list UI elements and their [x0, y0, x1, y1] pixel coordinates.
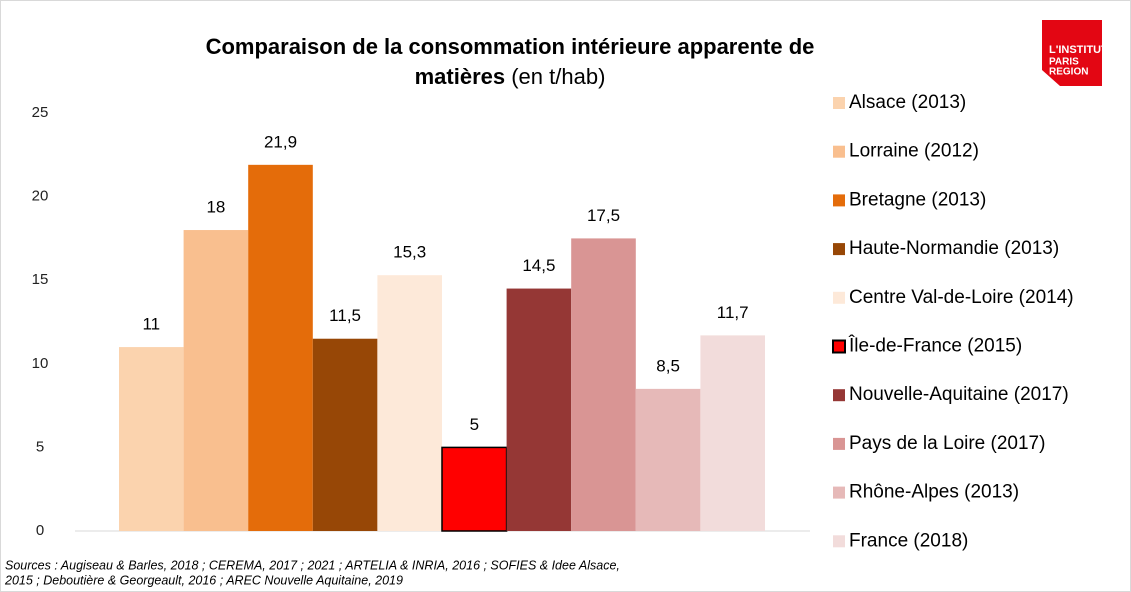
bar: [183, 230, 249, 532]
legend-swatch: [833, 145, 845, 158]
legend-label: Pays de la Loire (2017): [849, 433, 1045, 454]
y-tick-label: 10: [32, 355, 49, 372]
y-tick-label: 15: [32, 271, 49, 288]
legend-label: Rhône-Alpes (2013): [849, 482, 1019, 503]
chart-title-line2: matières (en t/hab): [415, 64, 606, 89]
legend-swatch: [833, 243, 845, 256]
data-label: 5: [470, 415, 479, 434]
legend-label: Haute-Normandie (2013): [849, 238, 1059, 259]
source: Sources : Augiseau & Barles, 2018 ; CERE…: [5, 558, 620, 572]
logo: [1042, 20, 1102, 86]
legend-swatch: [833, 535, 845, 548]
data-label: 11,7: [717, 303, 749, 322]
data-label: 15,3: [393, 243, 426, 262]
data-label: 17,5: [587, 206, 620, 225]
y-tick-label: 5: [36, 438, 44, 455]
bar: [700, 335, 765, 531]
chart-title: matières: [415, 64, 506, 89]
legend-label: Bretagne (2013): [849, 189, 986, 210]
y-tick-label: 20: [32, 188, 49, 205]
chart-title: Comparaison de la consommation intérieur…: [206, 34, 815, 59]
legend-swatch: [833, 194, 845, 207]
data-label: 11,5: [329, 306, 361, 325]
legend-swatch: [833, 389, 845, 402]
legend-label: Lorraine (2012): [849, 141, 979, 162]
bar: [635, 388, 701, 531]
legend-swatch: [833, 97, 845, 109]
legend-label: Alsace (2013): [849, 92, 966, 113]
data-label: 8,5: [656, 356, 680, 375]
legend-label: Nouvelle-Aquitaine (2017): [849, 384, 1069, 405]
legend-swatch: [833, 486, 845, 499]
logo-text: PARIS: [1049, 57, 1079, 68]
legend-label: France (2018): [849, 530, 968, 551]
y-tick-label: 0: [36, 522, 44, 539]
bar: [441, 446, 508, 532]
legend-swatch: [832, 339, 846, 354]
data-label: 21,9: [264, 132, 297, 151]
logo-text: L'INSTITUT: [1049, 44, 1108, 56]
legend-swatch: [833, 291, 845, 304]
data-label: 14,5: [522, 256, 555, 275]
bar: [506, 288, 572, 531]
legend-label: Centre Val-de-Loire (2014): [849, 287, 1074, 308]
data-label: 11: [142, 315, 160, 334]
y-tick-label: 25: [32, 104, 49, 121]
bar: [377, 275, 442, 531]
bar: [119, 347, 184, 531]
logo-text: REGION: [1049, 67, 1088, 78]
data-label: 18: [206, 198, 225, 217]
legend-swatch: [833, 437, 845, 450]
bar: [312, 338, 378, 531]
bar: [571, 238, 636, 531]
chart-title-unit: (en t/hab): [511, 64, 605, 89]
source: 2015 ; Deboutière & Georgeault, 2016 ; A…: [4, 573, 403, 587]
bar: [248, 164, 313, 531]
legend-label: Île-de-France (2015): [848, 335, 1022, 357]
